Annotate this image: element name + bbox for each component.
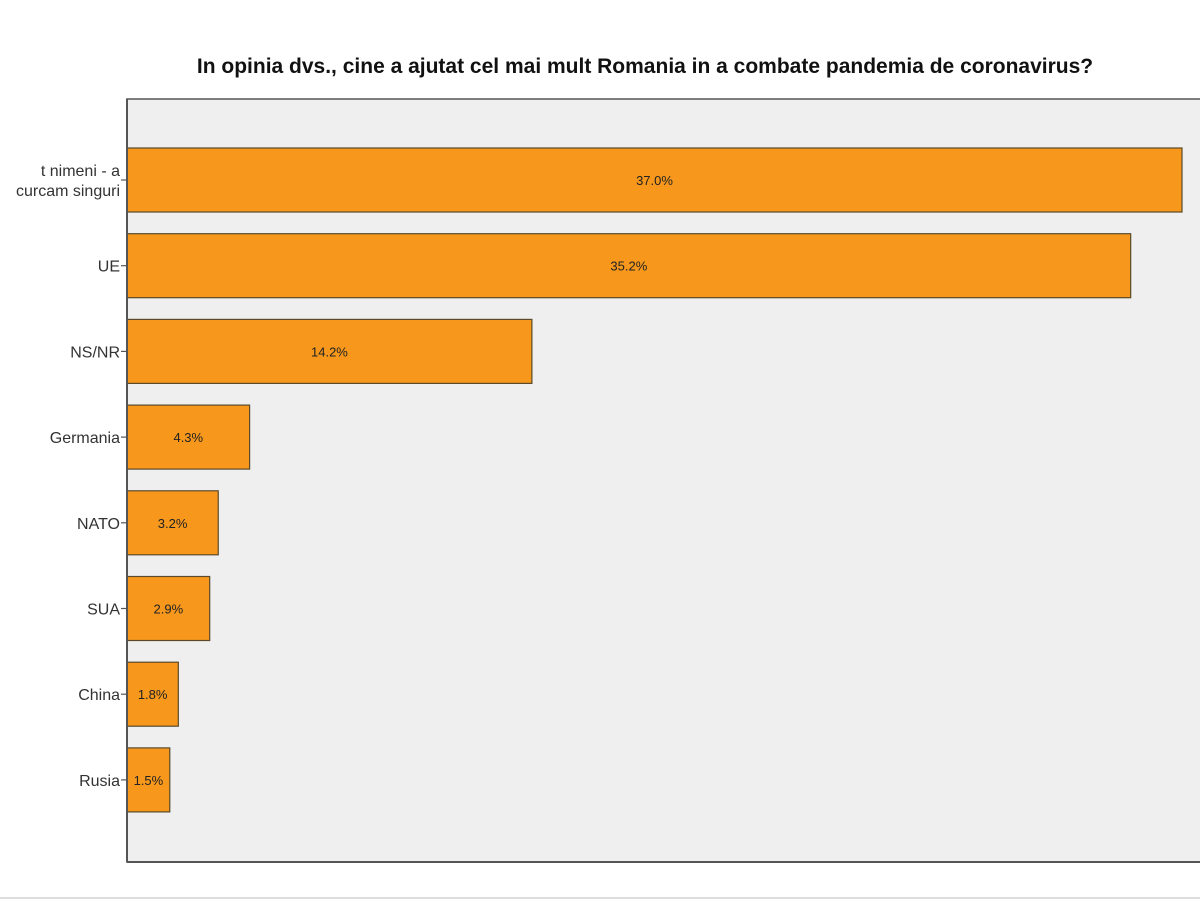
- bar: [126, 661, 179, 727]
- data-label: 37.0%: [636, 173, 673, 188]
- category-label: Germania: [50, 430, 120, 447]
- data-label: 4.3%: [173, 430, 203, 445]
- category-label: China: [78, 687, 120, 704]
- bottom-divider: [0, 897, 1200, 899]
- category-label: NS/NR: [70, 344, 120, 361]
- data-label: 1.5%: [134, 773, 164, 788]
- bar: [126, 404, 251, 470]
- data-label: 2.9%: [154, 602, 184, 617]
- category-label: SUA: [87, 602, 120, 619]
- data-label: 1.8%: [138, 687, 168, 702]
- bar: [126, 575, 211, 642]
- bar: [126, 747, 171, 813]
- bar: [126, 318, 533, 384]
- category-label: Rusia: [79, 773, 120, 790]
- category-label: t nimeni - a: [41, 163, 120, 180]
- data-label: 3.2%: [158, 516, 188, 531]
- chart-title: In opinia dvs., cine a ajutat cel mai mu…: [196, 55, 1094, 78]
- category-label: NATO: [77, 516, 120, 533]
- data-label: 35.2%: [610, 259, 647, 274]
- category-label: curcam singuri: [16, 183, 120, 200]
- category-label: UE: [98, 259, 120, 276]
- bar: [126, 147, 1183, 213]
- plot-area: [126, 98, 1200, 863]
- data-label: 14.2%: [311, 344, 348, 359]
